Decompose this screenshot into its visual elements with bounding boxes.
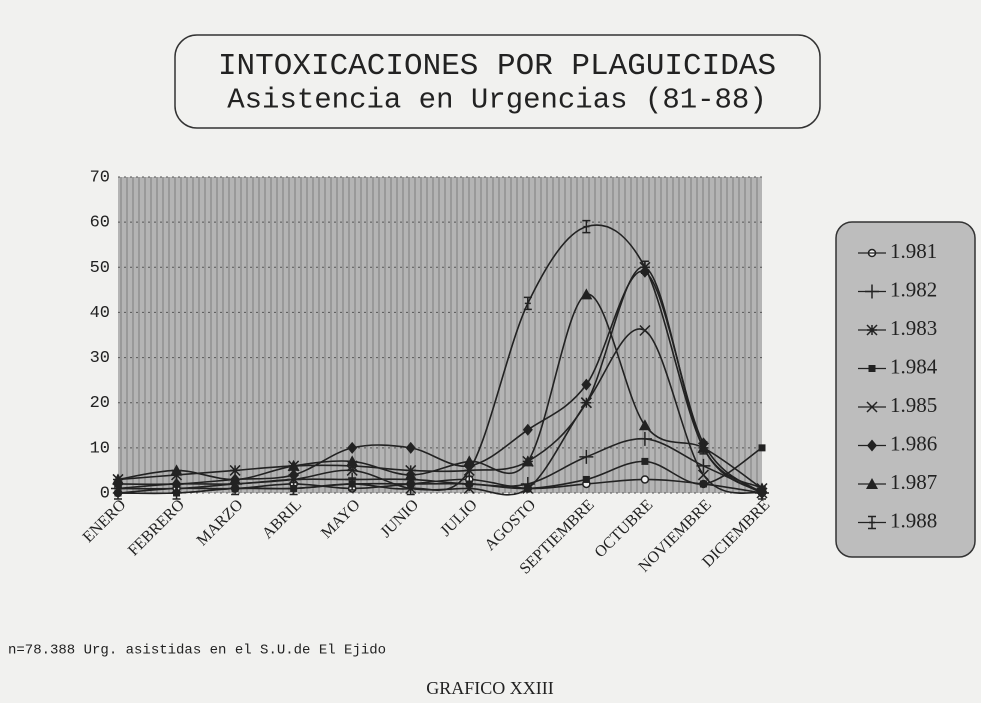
marker bbox=[287, 459, 300, 471]
marker bbox=[522, 423, 533, 436]
marker bbox=[523, 296, 532, 311]
marker bbox=[638, 419, 651, 431]
chart-subtitle: Asistencia en Urgencias (81-88) bbox=[227, 84, 767, 117]
marker bbox=[404, 468, 417, 480]
marker bbox=[465, 463, 474, 478]
caption: GRAFICO XXIII bbox=[426, 678, 554, 698]
marker bbox=[463, 455, 476, 467]
marker bbox=[637, 431, 652, 446]
y-tick-label: 70 bbox=[90, 168, 110, 187]
x-tick-label: JUNIO bbox=[377, 496, 422, 541]
marker bbox=[288, 468, 299, 481]
legend-label: 1.986 bbox=[890, 431, 937, 455]
marker bbox=[640, 260, 649, 275]
y-tick-label: 50 bbox=[90, 259, 110, 278]
marker bbox=[229, 473, 242, 485]
marker bbox=[758, 444, 766, 452]
marker bbox=[231, 481, 240, 496]
marker bbox=[697, 469, 709, 481]
marker bbox=[522, 482, 534, 495]
marker bbox=[582, 475, 590, 483]
marker bbox=[639, 324, 651, 337]
x-tick-label: MARZO bbox=[194, 496, 247, 549]
legend-label: 1.985 bbox=[890, 393, 937, 417]
marker bbox=[521, 455, 534, 467]
marker bbox=[581, 378, 592, 391]
marker bbox=[346, 455, 359, 467]
marker bbox=[289, 481, 298, 496]
y-tick-label: 20 bbox=[90, 394, 110, 413]
marker bbox=[229, 464, 241, 476]
marker bbox=[346, 464, 358, 476]
marker bbox=[582, 219, 591, 234]
y-tick-label: 30 bbox=[90, 349, 110, 368]
marker bbox=[405, 441, 416, 454]
y-tick-label: 60 bbox=[90, 214, 110, 233]
marker bbox=[579, 449, 594, 464]
x-tick-label: JULIO bbox=[437, 496, 480, 539]
x-tick-label: AGOSTO bbox=[482, 496, 540, 554]
y-tick-label: 10 bbox=[90, 439, 110, 458]
marker bbox=[641, 457, 649, 465]
y-tick-label: 0 bbox=[100, 484, 110, 503]
marker bbox=[758, 486, 766, 500]
marker bbox=[580, 288, 593, 300]
footnote: n=78.388 Urg. asistidas en el S.U.de El … bbox=[8, 643, 386, 659]
legend-label: 1.983 bbox=[890, 316, 937, 340]
marker bbox=[348, 477, 357, 491]
marker bbox=[172, 486, 181, 500]
marker bbox=[868, 515, 876, 530]
marker bbox=[170, 464, 183, 476]
legend-label: 1.981 bbox=[890, 239, 937, 263]
title-box bbox=[174, 34, 821, 129]
marker bbox=[112, 473, 124, 485]
marker bbox=[406, 481, 415, 496]
legend-label: 1.988 bbox=[890, 508, 937, 532]
marker bbox=[465, 480, 473, 488]
marker bbox=[580, 397, 592, 409]
legend-label: 1.984 bbox=[890, 354, 938, 378]
marker bbox=[463, 482, 475, 495]
x-tick-label: FEBRERO bbox=[125, 496, 188, 559]
legend-label: 1.987 bbox=[890, 470, 937, 494]
legend-box bbox=[835, 221, 976, 558]
chart-title: INTOXICACIONES POR PLAGUICIDAS bbox=[218, 49, 776, 84]
x-tick-label: MAYO bbox=[318, 496, 364, 542]
marker bbox=[699, 480, 707, 488]
x-tick-label: ABRIL bbox=[259, 496, 305, 542]
marker bbox=[640, 475, 650, 484]
x-tick-label: ENERO bbox=[80, 496, 130, 546]
marker bbox=[699, 441, 708, 455]
marker bbox=[114, 486, 122, 500]
marker bbox=[347, 441, 358, 454]
marker bbox=[696, 458, 711, 473]
legend-label: 1.982 bbox=[890, 277, 937, 301]
y-tick-label: 40 bbox=[90, 304, 110, 323]
